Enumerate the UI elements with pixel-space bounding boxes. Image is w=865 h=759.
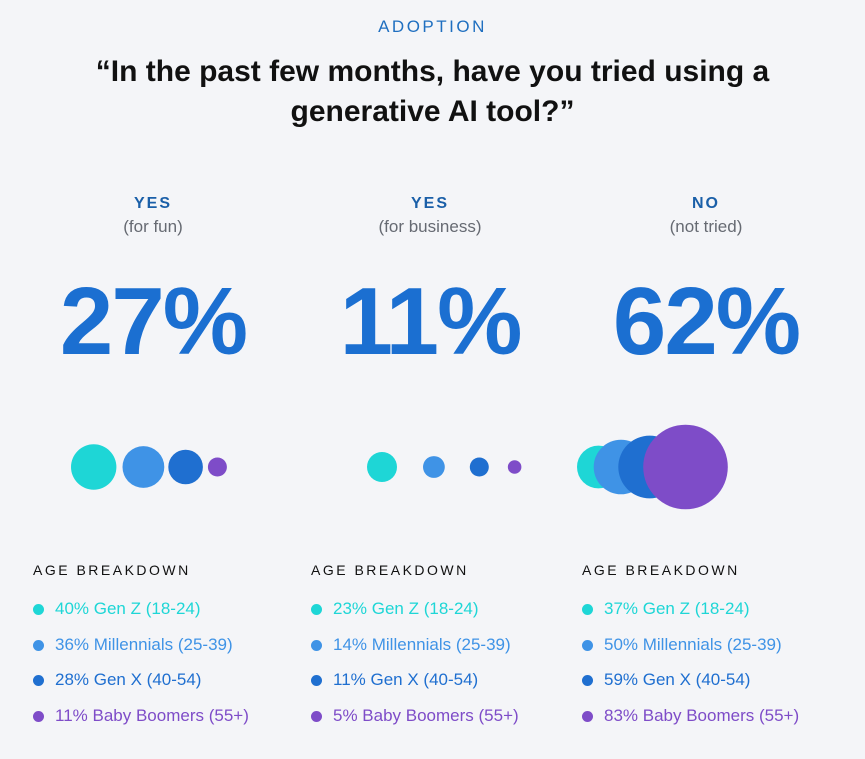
legend-label: 23% Gen Z (18-24) [333, 599, 479, 618]
legend-dot-icon [311, 710, 322, 722]
chart-title: “In the past few months, have you tried … [0, 52, 865, 132]
legend-dot-icon [582, 604, 593, 615]
age-breakdown-title: AGE BREAKDOWN [582, 562, 740, 578]
legend-dot-icon [33, 639, 44, 651]
legend-item-gen-x: 59% Gen X (40-54) [582, 670, 862, 706]
legend-label: 40% Gen Z (18-24) [55, 599, 201, 618]
legend-item-millennials: 14% Millennials (25-39) [311, 635, 591, 671]
legend-item-boomers: 11% Baby Boomers (55+) [33, 706, 313, 742]
legend-label: 59% Gen X (40-54) [604, 670, 751, 689]
legend-dot-icon [582, 639, 593, 651]
bubble-gen-x [469, 457, 489, 477]
answer-label: YES [410, 195, 449, 212]
bubble-gen-z [71, 444, 117, 490]
legend-item-gen-z: 37% Gen Z (18-24) [582, 599, 862, 635]
legend-item-gen-z: 23% Gen Z (18-24) [311, 599, 591, 635]
bubble-gen-x [168, 449, 203, 485]
legend-dot-icon [311, 675, 322, 686]
legend-label: 11% Baby Boomers (55+) [55, 705, 249, 725]
answer-sublabel: (for fun) [123, 217, 183, 236]
legend-label: 36% Millennials (25-39) [55, 634, 233, 654]
legend-label: 83% Baby Boomers (55+) [604, 705, 800, 725]
column-header-business: YES (for business) [310, 193, 550, 239]
section-eyebrow: ADOPTION [378, 17, 487, 36]
chart-title-line-2: generative AI tool?” [290, 95, 575, 128]
legend-label: 14% Millennials (25-39) [333, 634, 511, 654]
legend-item-millennials: 50% Millennials (25-39) [582, 635, 862, 671]
legend-item-gen-x: 11% Gen X (40-54) [311, 670, 591, 706]
bubble-millennials [423, 456, 445, 478]
legend-dot-icon [311, 604, 322, 615]
legend-label: 37% Gen Z (18-24) [604, 599, 750, 618]
bubble-chart [71, 424, 728, 510]
legend-item-boomers: 5% Baby Boomers (55+) [311, 706, 591, 742]
answer-sublabel: (not tried) [669, 217, 743, 236]
column-header-not-tried: NO (not tried) [586, 193, 826, 239]
legend-dot-icon [311, 639, 322, 651]
legend-item-gen-z: 40% Gen Z (18-24) [33, 599, 313, 635]
legend-label: 5% Baby Boomers (55+) [333, 705, 519, 725]
legend-label: 50% Millennials (25-39) [604, 634, 782, 654]
legend-label: 11% Gen X (40-54) [333, 670, 479, 689]
bubble-millennials [122, 446, 165, 488]
legend-dot-icon [33, 710, 44, 722]
bubble-boomers [507, 460, 522, 474]
age-breakdown-business: AGE BREAKDOWN 23% Gen Z (18-24) 14% Mille… [311, 561, 591, 741]
legend-item-millennials: 36% Millennials (25-39) [33, 635, 313, 671]
answer-label: NO [692, 195, 720, 212]
age-breakdown-not-tried: AGE BREAKDOWN 37% Gen Z (18-24) 50% Mille… [582, 561, 862, 741]
bubble-boomers [207, 457, 227, 477]
legend-dot-icon [582, 675, 593, 686]
overall-percent-business: 11% [339, 268, 523, 375]
bubble-boomers [643, 424, 728, 510]
answer-label: YES [133, 195, 172, 212]
legend-dot-icon [33, 675, 44, 686]
legend-item-boomers: 83% Baby Boomers (55+) [582, 706, 862, 742]
legend-dot-icon [33, 604, 44, 615]
overall-percent-not-tried: 62% [612, 268, 801, 375]
legend-item-gen-x: 28% Gen X (40-54) [33, 670, 313, 706]
answer-sublabel: (for business) [378, 217, 482, 236]
legend-dot-icon [582, 710, 593, 722]
overall-percent-fun: 27% [59, 268, 248, 375]
bubble-gen-z [367, 452, 397, 482]
column-header-fun: YES (for fun) [33, 193, 273, 239]
legend-label: 28% Gen X (40-54) [55, 670, 202, 689]
age-breakdown-fun: AGE BREAKDOWN 40% Gen Z (18-24) 36% Mille… [33, 561, 313, 741]
age-breakdown-title: AGE BREAKDOWN [33, 562, 191, 578]
chart-title-line-1: “In the past few months, have you tried … [95, 55, 770, 88]
age-breakdown-title: AGE BREAKDOWN [311, 562, 469, 578]
